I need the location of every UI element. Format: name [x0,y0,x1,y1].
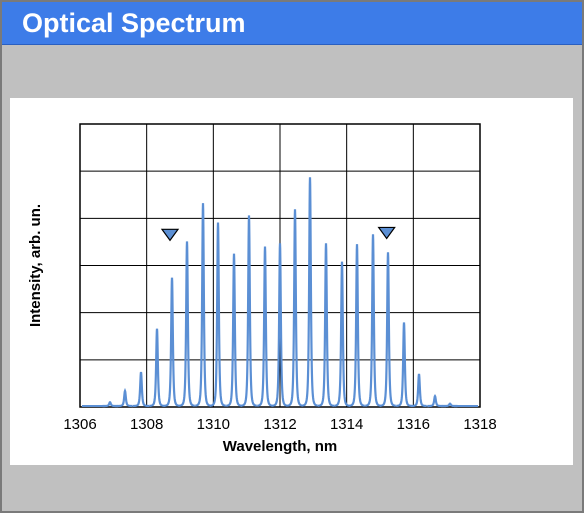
spectral-peak [317,243,335,407]
spectral-peak [411,373,427,408]
x-axis-label: Wavelength, nm [223,438,337,455]
peak-marker [160,228,180,242]
x-tick-label: 1308 [130,416,163,433]
spectral-peak [117,387,133,408]
spectral-peak [149,328,165,407]
spectral-peak [427,393,443,408]
spectral-peak [179,241,195,407]
spectral-peak [164,277,180,407]
x-tick-label: 1318 [463,416,496,433]
spectral-peak [365,234,381,407]
x-tick-label: 1316 [397,416,430,433]
x-tick-label: 1314 [330,416,363,433]
spectral-peak [302,177,318,407]
window-title: Optical Spectrum [22,8,246,38]
spectral-peak [380,252,396,407]
title-bar: Optical Spectrum [2,2,582,45]
peak-marker [377,226,396,240]
x-tick-label: 1312 [263,416,296,433]
spectral-peak [442,402,458,408]
y-axis-label: Intensity, arb. un. [27,204,44,327]
spectral-peak [210,222,226,407]
spectral-peak [334,261,350,407]
spectral-peak [257,246,273,407]
chart: 1306 1308 1310 1312 1314 1316 1318 Wavelength, … [27,123,497,455]
spectral-peak [226,253,242,407]
x-tick-label: 1306 [63,416,96,433]
x-tick-label: 1310 [197,416,230,433]
spectral-peak [287,209,303,407]
spectral-peak [272,243,288,407]
spectral-peak [195,203,211,407]
spectral-peak [349,244,365,407]
chart-panel: 1306 1308 1310 1312 1314 1316 1318 Wavelength, … [10,98,573,465]
spectral-peak [102,400,118,408]
plot-frame [79,123,481,408]
spectral-peak [133,371,149,408]
spectral-peak [241,215,257,407]
spectral-peak [396,322,412,407]
